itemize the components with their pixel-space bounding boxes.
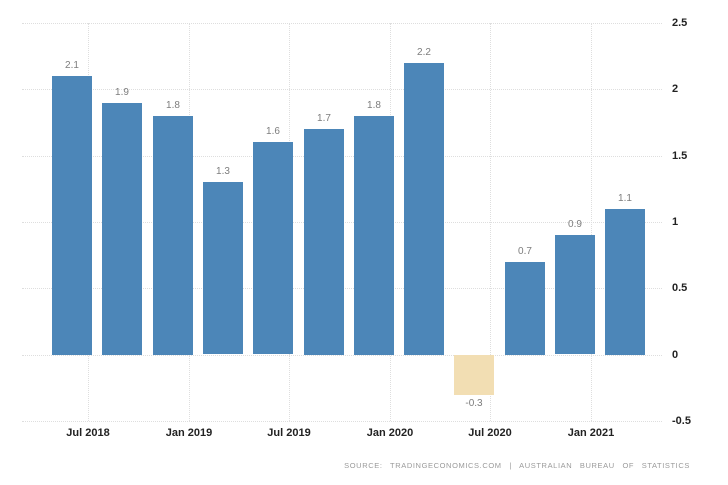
source-attribution: SOURCE: TRADINGECONOMICS.COM | AUSTRALIA… [344, 461, 690, 470]
bar[interactable] [555, 235, 595, 354]
horizontal-gridline [22, 355, 662, 356]
horizontal-gridline [22, 23, 662, 24]
y-axis-tick-label: 1.5 [672, 150, 688, 162]
bar[interactable] [153, 116, 193, 355]
x-axis-tick-label: Jul 2018 [66, 427, 110, 439]
bar-value-label: 1.1 [618, 193, 632, 204]
bar[interactable] [102, 103, 142, 355]
vertical-gridline [490, 23, 491, 421]
bar-value-label: 1.7 [317, 113, 331, 124]
x-axis-tick-label: Jan 2021 [567, 427, 615, 439]
bar-value-label: -0.3 [465, 398, 483, 409]
bar[interactable] [253, 142, 293, 354]
bar[interactable] [404, 63, 444, 355]
x-axis-tick-label: Jan 2019 [165, 427, 213, 439]
bar[interactable] [203, 182, 243, 354]
bar[interactable] [304, 129, 344, 355]
bar-value-label: 1.8 [367, 100, 381, 111]
y-axis-tick-label: 0.5 [672, 282, 688, 294]
bar-value-label: 2.1 [65, 60, 79, 71]
y-axis-tick-label: 0 [672, 349, 679, 361]
bar[interactable] [354, 116, 394, 355]
bar-value-label: 0.7 [518, 246, 532, 257]
y-axis-tick-label: 2 [672, 83, 679, 95]
y-axis-tick-label: 1 [672, 216, 679, 228]
bar[interactable] [52, 76, 92, 355]
bar[interactable] [505, 262, 545, 355]
y-axis-tick-label: -0.5 [672, 415, 691, 427]
bar-value-label: 2.2 [417, 47, 431, 58]
vertical-gridline [591, 23, 592, 421]
bar-value-label: 1.3 [216, 166, 230, 177]
x-axis-tick-label: Jan 2020 [366, 427, 414, 439]
bar[interactable] [454, 355, 494, 395]
bar-value-label: 1.6 [266, 126, 280, 137]
bar-value-label: 1.9 [115, 87, 129, 98]
horizontal-gridline [22, 421, 662, 422]
bar[interactable] [605, 209, 645, 355]
x-axis-tick-label: Jul 2019 [267, 427, 311, 439]
horizontal-gridline [22, 89, 662, 90]
x-axis-tick-label: Jul 2020 [468, 427, 512, 439]
bar-value-label: 0.9 [568, 219, 582, 230]
y-axis-tick-label: 2.5 [672, 17, 688, 29]
bar-value-label: 1.8 [166, 100, 180, 111]
